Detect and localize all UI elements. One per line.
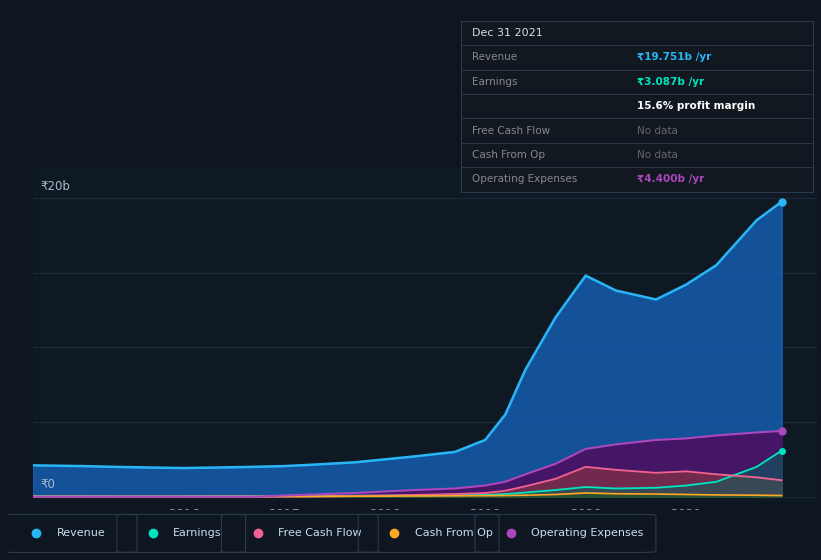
- Text: No data: No data: [637, 125, 678, 136]
- Text: Free Cash Flow: Free Cash Flow: [277, 529, 361, 538]
- Text: Earnings: Earnings: [472, 77, 517, 87]
- Text: Free Cash Flow: Free Cash Flow: [472, 125, 550, 136]
- Text: ₹19.751b /yr: ₹19.751b /yr: [637, 52, 711, 62]
- Text: Earnings: Earnings: [173, 529, 222, 538]
- Text: ₹0: ₹0: [41, 478, 56, 491]
- Text: Dec 31 2021: Dec 31 2021: [472, 28, 543, 38]
- Text: ₹3.087b /yr: ₹3.087b /yr: [637, 77, 704, 87]
- Text: Cash From Op: Cash From Op: [415, 529, 493, 538]
- Text: 15.6% profit margin: 15.6% profit margin: [637, 101, 755, 111]
- Text: Operating Expenses: Operating Expenses: [472, 174, 577, 184]
- Text: Revenue: Revenue: [472, 52, 517, 62]
- Text: Revenue: Revenue: [57, 529, 105, 538]
- Text: Operating Expenses: Operating Expenses: [531, 529, 644, 538]
- Text: Cash From Op: Cash From Op: [472, 150, 545, 160]
- Text: ₹4.400b /yr: ₹4.400b /yr: [637, 174, 704, 184]
- Text: ₹20b: ₹20b: [41, 180, 71, 193]
- Text: No data: No data: [637, 150, 678, 160]
